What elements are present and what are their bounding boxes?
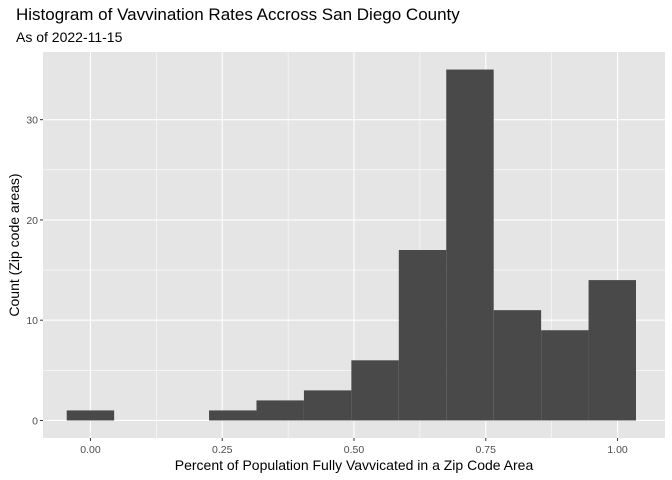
histogram-bar: [541, 330, 589, 421]
histogram-bar: [303, 390, 352, 421]
histogram-bar: [351, 360, 399, 421]
x-tick-label: 0.50: [344, 444, 365, 456]
y-tick-label: 0: [32, 415, 38, 427]
histogram-bar: [398, 250, 447, 421]
histogram-bar: [256, 400, 304, 421]
histogram-bar: [209, 410, 257, 421]
histogram-bar: [66, 410, 115, 421]
x-tick-label: 1.00: [607, 444, 628, 456]
x-axis: 0.00 0.25 0.50 0.75 1.00: [80, 438, 628, 456]
x-tick-label: 0.00: [80, 444, 101, 456]
x-axis-title: Percent of Population Fully Vavvicated i…: [175, 457, 534, 473]
x-tick-label: 0.75: [476, 444, 497, 456]
histogram-bars: [66, 69, 637, 421]
y-tick-label: 10: [26, 315, 38, 327]
y-tick-label: 30: [26, 115, 38, 127]
y-axis-title: Count (Zip code areas): [6, 173, 22, 316]
chart-subtitle: As of 2022-11-15: [16, 29, 123, 45]
y-tick-label: 20: [26, 215, 38, 227]
y-axis: 0 10 20 30: [26, 115, 43, 427]
x-tick-label: 0.25: [212, 444, 233, 456]
histogram-bar: [493, 310, 542, 421]
histogram-bar: [588, 280, 637, 421]
chart-title: Histogram of Vavvination Rates Accross S…: [16, 5, 460, 24]
histogram-bar: [446, 69, 494, 421]
